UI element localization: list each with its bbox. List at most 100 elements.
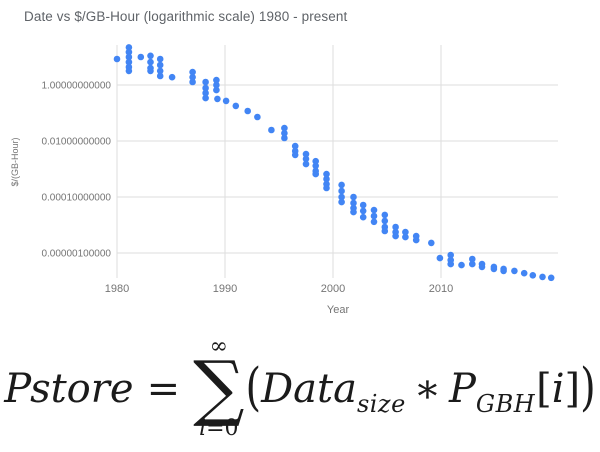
data-point[interactable] <box>478 263 486 271</box>
data-point[interactable] <box>281 129 288 137</box>
data-point[interactable] <box>291 142 299 150</box>
data-point[interactable] <box>370 212 378 220</box>
x-tick-label: 2000 <box>321 283 345 295</box>
data-point[interactable] <box>338 181 345 189</box>
data-point[interactable] <box>359 207 367 215</box>
data-point[interactable] <box>381 227 389 235</box>
data-point[interactable] <box>312 157 320 165</box>
bracket-open: [ <box>536 366 552 412</box>
data-point[interactable] <box>381 217 389 225</box>
data-point[interactable] <box>125 67 133 75</box>
data-point[interactable] <box>436 254 444 262</box>
y-tick-label: 0.00000100000 <box>41 249 111 260</box>
plot-area: 1980 1990 2000 2010 1.00000000000 0.010000000… <box>41 44 558 295</box>
data-point[interactable] <box>254 113 261 121</box>
data-point[interactable] <box>137 53 145 61</box>
data-point[interactable] <box>458 261 465 269</box>
data-point[interactable] <box>202 78 209 86</box>
summation-lower-limit: i=0 <box>199 417 238 441</box>
term-data-subscript: size <box>356 390 406 418</box>
open-paren: ( <box>245 358 262 418</box>
data-point[interactable] <box>189 68 196 76</box>
data-point[interactable] <box>113 55 121 63</box>
data-point[interactable] <box>520 269 528 277</box>
x-tick-label: 1990 <box>213 283 237 295</box>
data-point[interactable] <box>168 73 176 81</box>
data-point[interactable] <box>281 124 288 132</box>
formula-body: (Datasize ∗ PGBH[i]) <box>245 363 595 416</box>
multiply-operator: ∗ <box>413 366 441 412</box>
data-point[interactable] <box>323 184 330 192</box>
data-point[interactable] <box>189 78 196 86</box>
formula: Pstore = ∞ ∑ i=0 (Datasize ∗ PGBH[i]) <box>0 326 600 452</box>
data-point[interactable] <box>189 73 196 81</box>
data-point[interactable] <box>302 160 310 168</box>
data-point[interactable] <box>156 72 164 80</box>
data-point[interactable] <box>469 260 476 268</box>
data-point[interactable] <box>350 193 357 201</box>
data-point[interactable] <box>469 255 476 263</box>
term-data: Data <box>261 366 357 412</box>
data-point[interactable] <box>302 150 310 158</box>
data-point[interactable] <box>312 162 320 170</box>
bracket-close: ] <box>564 366 581 412</box>
data-point[interactable] <box>370 206 378 214</box>
data-point[interactable] <box>350 208 357 216</box>
close-paren: ) <box>580 358 596 418</box>
data-point[interactable] <box>222 97 230 105</box>
x-tick-label: 1980 <box>105 283 129 295</box>
data-point[interactable] <box>147 67 154 75</box>
index-term: [i] <box>536 366 580 412</box>
data-point[interactable] <box>539 273 546 281</box>
data-point[interactable] <box>350 199 357 207</box>
data-point[interactable] <box>156 67 164 75</box>
data-point[interactable] <box>291 151 299 159</box>
data-point[interactable] <box>156 55 164 63</box>
data-point[interactable] <box>125 53 133 61</box>
data-point[interactable] <box>359 213 367 221</box>
data-point[interactable] <box>547 274 555 282</box>
data-point[interactable] <box>214 95 221 103</box>
data-point[interactable] <box>125 48 133 56</box>
data-point[interactable] <box>338 187 345 195</box>
summation: ∞ ∑ i=0 <box>193 336 245 441</box>
data-point[interactable] <box>202 89 209 97</box>
data-point[interactable] <box>213 81 220 89</box>
data-point[interactable] <box>402 233 409 241</box>
data-point[interactable] <box>447 251 455 259</box>
sigma-symbol: ∑ <box>193 345 245 429</box>
data-point[interactable] <box>302 155 310 163</box>
data-point[interactable] <box>147 52 154 60</box>
data-point[interactable] <box>392 223 399 231</box>
data-point[interactable] <box>202 94 209 102</box>
data-point[interactable] <box>147 58 154 66</box>
data-point[interactable] <box>323 170 330 178</box>
data-point[interactable] <box>213 86 220 94</box>
data-point[interactable] <box>428 239 435 247</box>
data-point[interactable] <box>381 211 389 219</box>
data-point[interactable] <box>202 84 209 92</box>
data-point[interactable] <box>370 218 378 226</box>
data-point[interactable] <box>281 134 288 142</box>
data-point[interactable] <box>244 107 251 115</box>
data-point[interactable] <box>232 102 240 110</box>
data-point[interactable] <box>490 265 498 273</box>
data-point[interactable] <box>213 76 220 84</box>
data-point[interactable] <box>338 198 345 206</box>
data-point[interactable] <box>268 126 275 134</box>
data-point[interactable] <box>125 58 133 66</box>
data-point[interactable] <box>402 228 409 236</box>
data-point[interactable] <box>338 193 345 201</box>
data-point[interactable] <box>500 267 507 275</box>
data-point[interactable] <box>412 236 420 244</box>
data-point[interactable] <box>392 232 399 240</box>
term-price: P <box>448 366 476 412</box>
data-point[interactable] <box>312 170 320 178</box>
data-point[interactable] <box>529 272 537 279</box>
data-point[interactable] <box>511 267 518 275</box>
data-point[interactable] <box>125 44 133 51</box>
data-point[interactable] <box>156 61 164 69</box>
data-point[interactable] <box>447 260 455 268</box>
data-point[interactable] <box>359 201 367 209</box>
data-point[interactable] <box>323 175 330 183</box>
